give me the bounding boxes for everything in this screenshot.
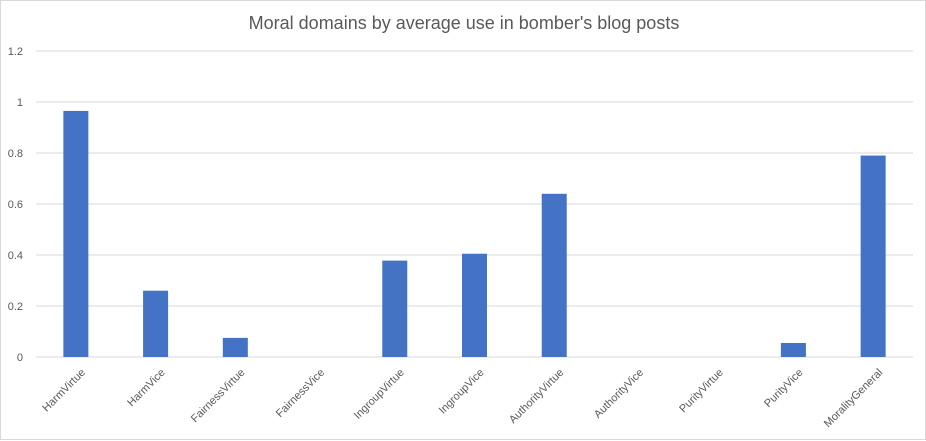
bar-harmvirtue — [63, 110, 89, 357]
y-tick-label: 1.2 — [8, 46, 23, 58]
y-tick-label: 0.8 — [8, 148, 23, 160]
x-tick-label: FairnessVirtue — [189, 367, 247, 425]
chart-title: Moral domains by average use in bomber's… — [248, 13, 680, 33]
x-tick-label: AuthorityVirtue — [507, 367, 566, 426]
y-tick-label: 0.2 — [8, 301, 23, 313]
bar-ingroupvirtue — [382, 260, 408, 357]
bar-harmvice — [143, 290, 169, 357]
x-tick-label: AuthorityVice — [592, 367, 646, 421]
x-tick-label: PurityVice — [762, 367, 805, 410]
bar-purityvice — [780, 342, 806, 357]
y-tick-label: 0 — [17, 352, 23, 364]
bar-moralitygeneral — [860, 155, 886, 357]
x-tick-label: IngroupVice — [437, 367, 487, 417]
y-axis-ticks: 0 0.2 0.4 0.6 0.8 1 1.2 — [8, 46, 23, 364]
bar-authorityvirtue — [541, 193, 567, 357]
bar-ingroupvice — [462, 253, 487, 357]
bar-fairnessvirtue — [222, 337, 248, 357]
x-tick-label: FairnessVice — [274, 367, 327, 420]
x-tick-label: HarmVirtue — [40, 367, 88, 415]
bars — [63, 110, 886, 357]
y-tick-label: 1 — [17, 97, 23, 109]
x-tick-label: IngroupVirtue — [352, 367, 407, 422]
x-tick-label: PurityVirtue — [677, 367, 726, 416]
x-tick-label: HarmVice — [125, 367, 167, 409]
x-axis-ticks: HarmVirtue HarmVice FairnessVirtue Fairness… — [40, 367, 885, 430]
y-tick-label: 0.6 — [8, 199, 23, 211]
y-tick-label: 0.4 — [8, 250, 23, 262]
x-tick-label: MoralityGeneral — [822, 367, 885, 430]
